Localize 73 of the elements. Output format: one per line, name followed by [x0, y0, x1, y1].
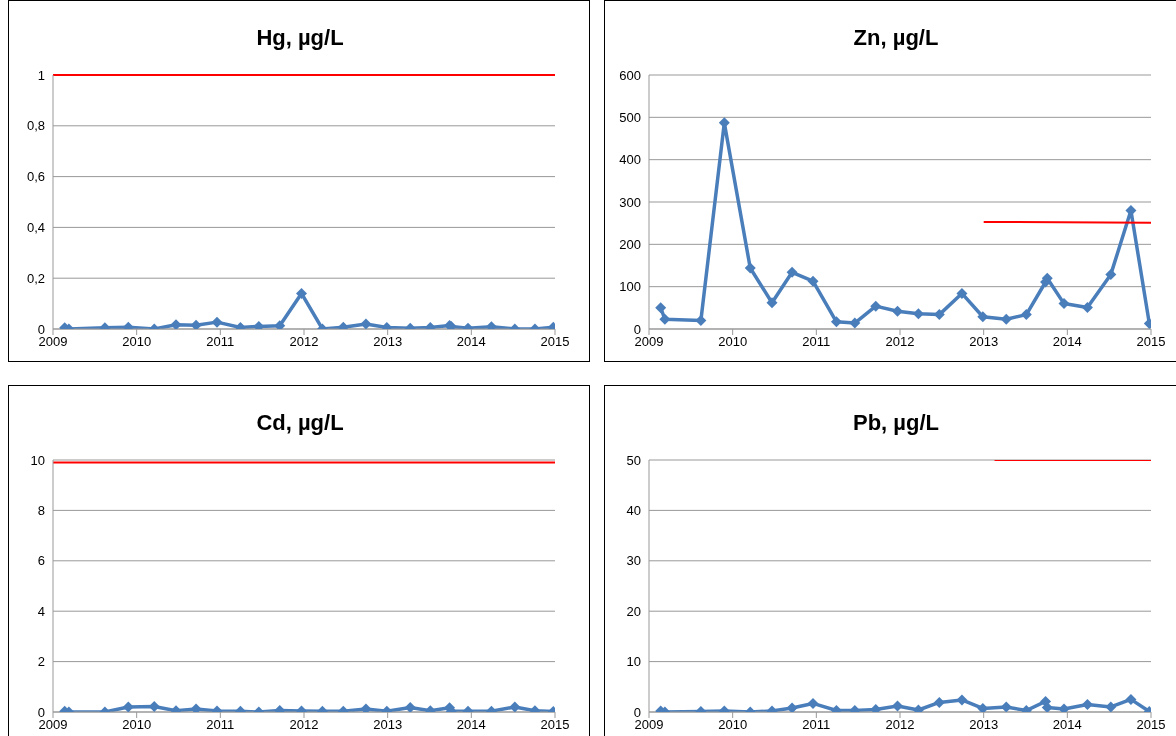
- y-tick-label: 0: [37, 704, 45, 720]
- x-tick-label: 2012: [885, 717, 915, 733]
- point: [1020, 309, 1032, 321]
- x-tick-label: 2013: [969, 717, 999, 733]
- y-tick-label: 1: [37, 67, 45, 83]
- y-tick-label: 40: [626, 503, 641, 519]
- y-tick-label: 200: [619, 236, 641, 252]
- point: [870, 300, 882, 312]
- point: [849, 317, 861, 329]
- x-tick-label: 2014: [1052, 334, 1082, 350]
- x-tick-label: 2014: [1052, 717, 1082, 733]
- x-tick-label: 2010: [718, 717, 748, 733]
- x-tick-label: 2014: [456, 334, 486, 350]
- y-tick-label: 30: [626, 553, 641, 569]
- chart-title: Zn, µg/L: [852, 25, 940, 51]
- y-tick-label: 10: [30, 452, 45, 468]
- chart-title: Hg, µg/L: [255, 25, 345, 51]
- y-tick-label: 0,2: [26, 270, 45, 286]
- y-tick-label: 8: [37, 503, 45, 519]
- chart-title: Pb, µg/L: [852, 410, 940, 436]
- y-tick-label: 4: [37, 603, 45, 619]
- point: [977, 311, 989, 323]
- y-tick-label: 400: [619, 152, 641, 168]
- y-tick-label: 0,4: [26, 220, 45, 236]
- point: [1105, 268, 1117, 280]
- point: [744, 262, 756, 274]
- x-tick-label: 2011: [206, 717, 235, 733]
- x-tick-label: 2015: [540, 334, 570, 350]
- x-tick-label: 2015: [1136, 717, 1166, 733]
- point: [807, 275, 819, 287]
- x-tick-label: 2014: [456, 717, 486, 733]
- x-tick-label: 2009: [38, 717, 68, 733]
- y-tick-label: 0: [633, 321, 641, 337]
- x-tick-label: 2012: [289, 334, 319, 350]
- chart-title: Cd, µg/L: [255, 410, 345, 436]
- x-tick-label: 2013: [969, 334, 999, 350]
- y-tick-label: 20: [626, 603, 641, 619]
- y-tick-label: 0,8: [26, 118, 45, 134]
- y-tick-label: 50: [626, 452, 641, 468]
- point: [766, 297, 778, 309]
- x-tick-label: 2010: [718, 334, 748, 350]
- x-tick-label: 2010: [122, 717, 152, 733]
- point: [891, 305, 903, 317]
- x-tick-label: 2012: [885, 334, 915, 350]
- point: [830, 316, 842, 328]
- x-tick-label: 2011: [206, 334, 235, 350]
- y-tick-label: 100: [619, 279, 641, 295]
- x-tick-label: 2009: [634, 717, 664, 733]
- y-tick-label: 300: [619, 194, 641, 210]
- y-tick-label: 500: [619, 109, 641, 125]
- x-tick-label: 2010: [122, 334, 152, 350]
- x-tick-label: 2009: [38, 334, 68, 350]
- x-tick-label: 2011: [802, 717, 831, 733]
- point: [786, 266, 798, 278]
- point: [1000, 313, 1012, 325]
- x-tick-label: 2015: [540, 717, 570, 733]
- y-tick-label: 0: [633, 704, 641, 720]
- y-tick-label: 2: [37, 654, 45, 670]
- x-tick-label: 2011: [802, 334, 831, 350]
- y-tick-label: 0: [37, 321, 45, 337]
- x-tick-label: 2013: [373, 334, 403, 350]
- point: [1081, 301, 1093, 313]
- point: [655, 302, 667, 314]
- x-tick-label: 2012: [289, 717, 319, 733]
- point: [956, 287, 968, 299]
- x-tick-label: 2013: [373, 717, 403, 733]
- y-tick-label: 600: [619, 67, 641, 83]
- point: [1058, 298, 1070, 310]
- x-tick-label: 2015: [1136, 334, 1166, 350]
- y-tick-label: 0,6: [26, 169, 45, 185]
- y-tick-label: 10: [626, 654, 641, 670]
- x-tick-label: 2009: [634, 334, 664, 350]
- y-tick-label: 6: [37, 553, 45, 569]
